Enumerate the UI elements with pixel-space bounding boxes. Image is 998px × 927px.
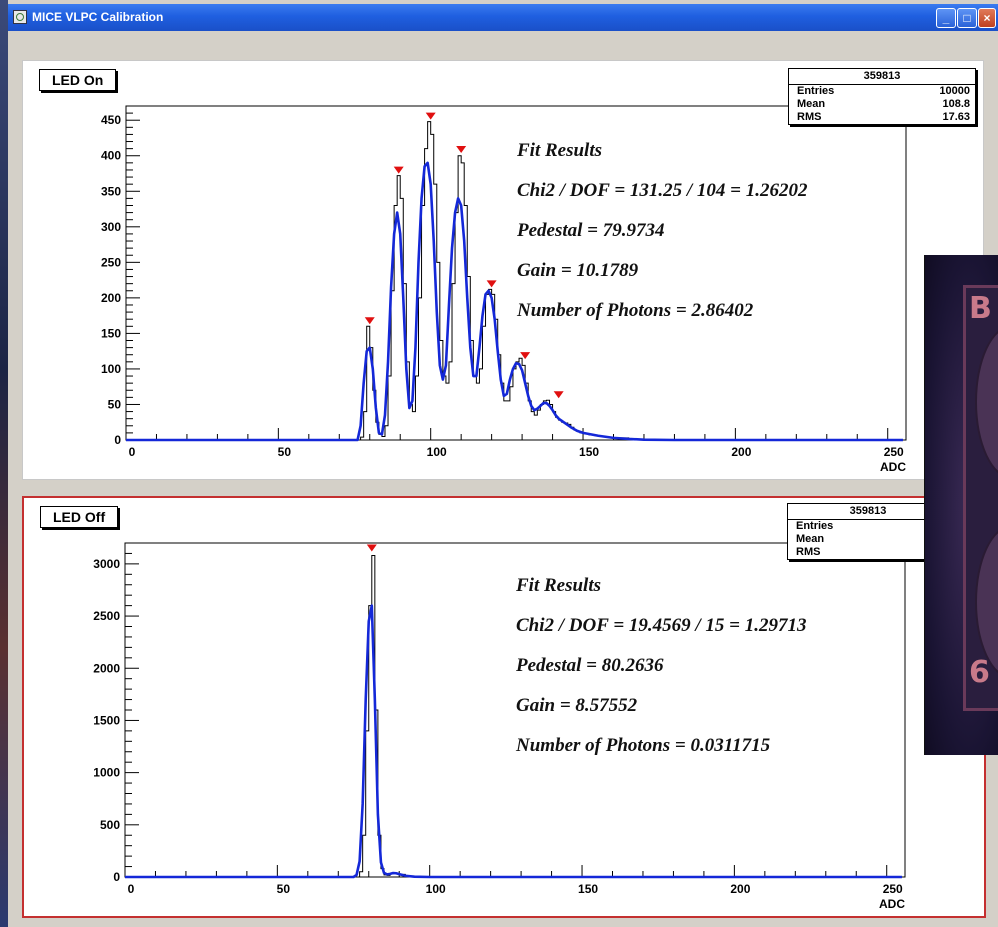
x-tick-label: 150 — [578, 882, 598, 896]
hardware-photo: B 6 — [924, 255, 998, 755]
x-tick-label: 50 — [277, 882, 291, 896]
pad-label-led-off: LED Off — [40, 506, 119, 528]
x-tick-label: 50 — [278, 445, 292, 459]
y-tick-label: 500 — [100, 818, 120, 832]
fit-pedestal: Pedestal = 79.9734 — [517, 220, 665, 241]
pad-label-led-on: LED On — [39, 69, 117, 91]
stats-box-led-off: 359813 Entries Mean RMS — [787, 503, 949, 560]
fit-chi2: Chi2 / DOF = 131.25 / 104 = 1.26202 — [517, 180, 808, 201]
x-axis-label: ADC — [879, 897, 905, 911]
y-tick-label: 100 — [101, 362, 121, 376]
x-tick-label: 100 — [427, 445, 447, 459]
peak-marker — [364, 317, 375, 325]
close-icon[interactable]: × — [978, 8, 996, 28]
x-tick-label: 250 — [883, 882, 903, 896]
fit-gain: Gain = 8.57552 — [516, 695, 638, 716]
stats-entries: 10000 — [939, 85, 970, 97]
x-tick-label: 0 — [128, 882, 135, 896]
photo-label-top: B — [969, 291, 992, 326]
y-tick-label: 200 — [101, 291, 121, 305]
fit-photons: Number of Photons = 0.0311715 — [516, 735, 771, 756]
fit-photons: Number of Photons = 2.86402 — [517, 300, 754, 321]
fit-curve — [126, 161, 903, 442]
stats-mean: 108.8 — [942, 98, 970, 110]
chart-led-on: 0 50 100 150 200 250 300 350 400 450 0 50 100 150 200 2… — [101, 105, 907, 474]
window-title: MICE VLPC Calibration — [32, 10, 164, 24]
chart-led-off: 0 500 1000 1500 2000 2500 3000 0 50 100 150 200 250A… — [93, 542, 906, 911]
x-tick-label: 250 — [884, 445, 904, 459]
y-tick-label: 2000 — [93, 661, 120, 675]
peak-marker — [425, 112, 436, 120]
stats-rms: 17.63 — [942, 111, 970, 123]
y-tick-label: 250 — [101, 255, 121, 269]
maximize-icon[interactable]: □ — [957, 8, 977, 28]
peak-marker — [456, 146, 467, 154]
peak-marker — [486, 280, 497, 288]
plot-frame — [125, 105, 907, 441]
title-bar[interactable]: MICE VLPC Calibration _ □ × — [8, 4, 998, 31]
x-tick-label: 200 — [730, 882, 750, 896]
fit-results-led-off: Fit Results Chi2 / DOF = 19.4569 / 15 = … — [516, 574, 807, 774]
stats-title: 359813 — [789, 69, 975, 85]
stats-mean-label: Mean — [797, 98, 826, 110]
y-tick-label: 2500 — [93, 609, 120, 623]
fit-gain: Gain = 10.1789 — [517, 260, 639, 281]
fit-curve — [125, 604, 902, 879]
fit-results-led-on: Fit Results Chi2 / DOF = 131.25 / 104 = … — [517, 139, 808, 339]
stats-entries-label: Entries — [796, 520, 834, 532]
x-tick-label: 0 — [129, 445, 136, 459]
x-tick-label: 200 — [731, 445, 751, 459]
toolbar-area — [8, 31, 998, 58]
stats-mean-label: Mean — [796, 533, 825, 545]
x-tick-label: 100 — [426, 882, 446, 896]
minimize-icon[interactable]: _ — [936, 8, 956, 28]
y-tick-label: 50 — [108, 397, 122, 411]
stats-entries-label: Entries — [797, 85, 835, 97]
y-tick-label: 0 — [113, 870, 120, 884]
stats-rms-label: RMS — [797, 111, 822, 123]
y-tick-label: 1500 — [93, 713, 120, 727]
fit-pedestal: Pedestal = 80.2636 — [516, 655, 664, 676]
stats-rms-label: RMS — [796, 546, 821, 558]
peak-marker — [520, 352, 531, 360]
y-tick-label: 3000 — [93, 557, 120, 571]
photo-label-bottom: 6 — [969, 655, 990, 690]
desktop-background — [0, 0, 10, 927]
stats-box-led-on: 359813 Entries 10000 Mean 108.8 RMS 17.63 — [788, 68, 976, 125]
app-icon — [13, 10, 27, 24]
pad-led-on[interactable]: 0 50 100 150 200 250 300 350 400 450 0 50 100 150 200 2… — [22, 60, 984, 480]
y-tick-label: 450 — [101, 113, 121, 127]
y-tick-label: 300 — [101, 220, 121, 234]
calibration-window: MICE VLPC Calibration _ □ × 0 50 100 150 200… — [8, 0, 998, 927]
pad-led-off[interactable]: 0 500 1000 1500 2000 2500 3000 0 50 100 150 200 250 A… — [22, 496, 986, 918]
fit-results-title: Fit Results — [516, 575, 601, 596]
x-axis-label: ADC — [880, 460, 906, 474]
y-tick-label: 350 — [101, 184, 121, 198]
peak-marker — [366, 544, 377, 552]
y-tick-label: 150 — [101, 326, 121, 340]
y-tick-label: 1000 — [93, 766, 120, 780]
fit-chi2: Chi2 / DOF = 19.4569 / 15 = 1.29713 — [516, 615, 807, 636]
y-tick-label: 0 — [114, 433, 121, 447]
y-tick-label: 400 — [101, 149, 121, 163]
x-tick-label: 150 — [579, 445, 599, 459]
stats-title: 359813 — [788, 504, 948, 520]
peak-marker — [553, 391, 564, 399]
peak-marker — [393, 166, 404, 174]
fit-results-title: Fit Results — [517, 140, 602, 161]
